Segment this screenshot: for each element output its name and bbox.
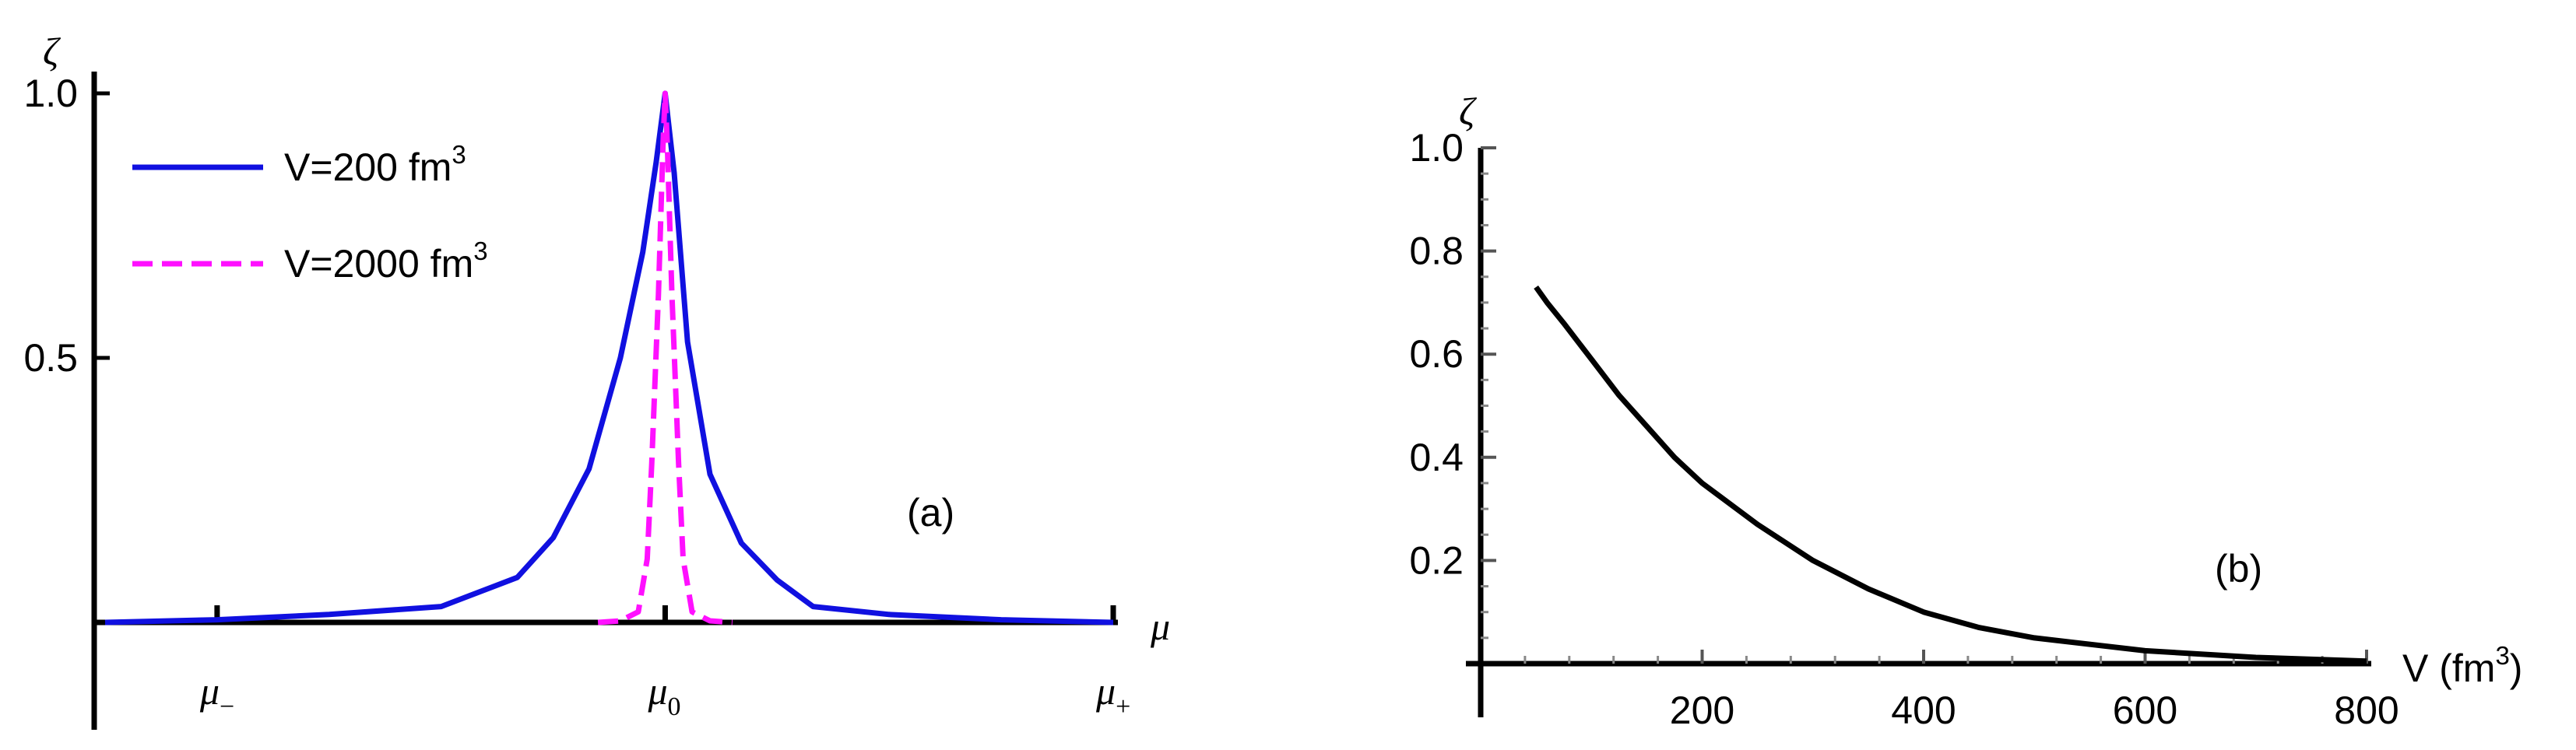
b-y-axis-label: ζ	[1459, 89, 1478, 133]
a-y-axis-label: ζ	[43, 30, 62, 73]
a-series-line-0	[104, 90, 1114, 626]
b-y-tick-label: 0.4	[1409, 436, 1464, 479]
b-series-line-0	[1534, 285, 2367, 664]
b-y-tick-label: 1.0	[1409, 126, 1464, 170]
a-x-tick-label: μ+	[1095, 669, 1130, 721]
a-x-tick-label: μ−	[199, 669, 234, 721]
b-y-tick-label: 0.6	[1409, 332, 1464, 376]
a-series-line-1	[597, 90, 733, 626]
legend-label-v200: V=200 fm3	[284, 140, 466, 189]
b-panel-label: (b)	[2215, 547, 2262, 591]
a-panel-label: (a)	[907, 491, 954, 534]
b-y-tick-label: 0.8	[1409, 230, 1464, 273]
b-x-tick-label: 600	[2113, 689, 2177, 732]
b-y-tick-label: 0.2	[1409, 538, 1464, 582]
b-x-tick-label: 800	[2334, 689, 2399, 732]
a-x-tick-label: μ0	[647, 669, 680, 721]
panel-a: 0.5 1.0 μ− μ0 μ+ ζ μ (a) V=200 fm3 V=2000 f…	[23, 30, 1170, 730]
legend-label-v2000: V=2000 fm3	[284, 237, 488, 286]
b-x-tick-label: 200	[1670, 689, 1734, 732]
a-y-tick-label: 1.0	[23, 72, 78, 115]
b-x-axis-label: V (fm3)	[2402, 641, 2522, 690]
a-y-tick-label: 0.5	[23, 336, 78, 380]
b-x-tick-label: 400	[1891, 689, 1956, 732]
panel-b: 0.2 0.4 0.6 0.8 1.0 200 400 600 800 ζ V (fm3) (…	[1409, 89, 2522, 732]
a-legend: V=200 fm3 V=2000 fm3	[132, 140, 488, 286]
a-x-axis-label: μ	[1150, 605, 1170, 648]
